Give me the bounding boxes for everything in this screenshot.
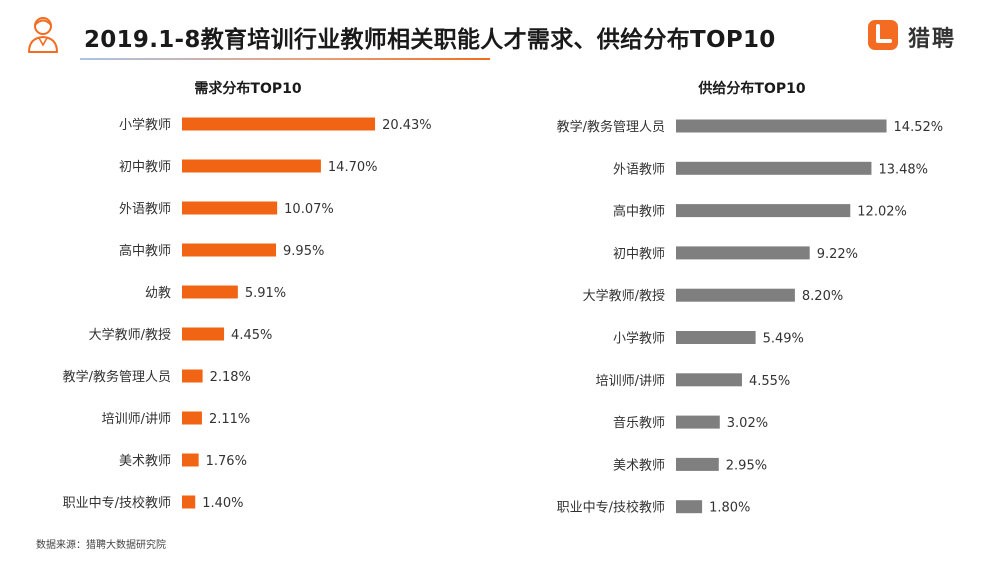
supply-bar [676,288,795,302]
supply-bar [676,246,810,260]
supply-bar [676,373,742,387]
demand-chart: 需求分布TOP10 小学教师 20.43% 初中教师 14.70% 外语教师 10.07% 高… [63,80,432,511]
demand-category-label: 美术教师 [119,453,171,469]
demand-chart-title: 需求分布TOP10 [194,80,301,97]
page-title: 2019.1-8教育培训行业教师相关职能人才需求、供给分布TOP10 [84,27,776,53]
demand-category-label: 外语教师 [119,201,171,217]
demand-category-label: 初中教师 [119,159,171,175]
supply-chart: 供给分布TOP10 教学/教务管理人员 14.52% 外语教师 13.48% 高中教师 12… [557,80,944,516]
supply-category-label: 培训师/讲师 [596,373,665,389]
liepin-logo-icon [868,20,898,50]
supply-value-label: 8.20% [802,289,843,304]
supply-value-label: 9.22% [817,247,858,262]
demand-bar [182,243,277,257]
demand-value-label: 5.91% [245,286,286,301]
data-source: 数据来源：猎聘大数据研究院 [36,540,166,551]
supply-value-label: 12.02% [857,205,907,220]
demand-bar [182,411,202,425]
supply-bar [676,457,719,471]
demand-value-label: 2.11% [209,412,250,427]
demand-value-label: 1.40% [202,496,243,511]
supply-bar [676,161,872,175]
demand-category-label: 职业中专/技校教师 [63,495,171,511]
title-underline [80,58,490,60]
supply-chart-title: 供给分布TOP10 [697,80,805,97]
supply-category-label: 教学/教务管理人员 [557,119,665,135]
supply-bar [676,415,720,429]
supply-category-label: 高中教师 [613,204,665,220]
supply-value-label: 14.52% [894,120,944,135]
supply-category-label: 小学教师 [613,331,665,347]
supply-bar [676,119,887,133]
demand-value-label: 10.07% [284,202,334,217]
supply-category-label: 初中教师 [613,246,665,262]
supply-value-label: 13.48% [878,162,928,177]
supply-category-label: 职业中专/技校教师 [557,500,665,516]
demand-bar [182,495,196,509]
demand-value-label: 14.70% [328,160,378,175]
supply-bar [676,500,703,514]
supply-value-label: 1.80% [709,501,750,516]
demand-value-label: 4.45% [231,328,272,343]
demand-category-label: 教学/教务管理人员 [63,369,171,385]
demand-bar [182,285,238,299]
demand-category-label: 培训师/讲师 [102,411,171,427]
demand-bar [182,369,203,383]
demand-value-label: 9.95% [283,244,324,259]
header: 2019.1-8教育培训行业教师相关职能人才需求、供给分布TOP10 猎聘 [0,0,1000,60]
demand-bar [182,201,278,215]
supply-value-label: 2.95% [726,458,767,473]
supply-bar [676,331,756,344]
demand-value-label: 1.76% [206,454,247,469]
supply-category-label: 大学教师/教授 [583,288,665,304]
logo-text: 猎聘 [908,27,957,52]
supply-category-label: 外语教师 [613,161,665,177]
demand-value-label: 2.18% [210,370,251,385]
demand-value-label: 20.43% [382,118,432,133]
demand-category-label: 小学教师 [119,117,171,133]
person-icon [28,17,58,53]
demand-bar [182,453,199,467]
demand-bar [182,117,376,131]
demand-category-label: 大学教师/教授 [89,327,171,343]
supply-bar [676,204,851,218]
demand-bar [182,159,321,173]
supply-category-label: 音乐教师 [613,415,665,431]
supply-value-label: 5.49% [763,332,804,347]
demand-bar [182,327,225,341]
demand-category-label: 幼教 [145,285,171,301]
demand-category-label: 高中教师 [119,243,171,259]
supply-category-label: 美术教师 [613,457,665,473]
supply-value-label: 4.55% [749,374,790,389]
supply-value-label: 3.02% [727,416,768,431]
